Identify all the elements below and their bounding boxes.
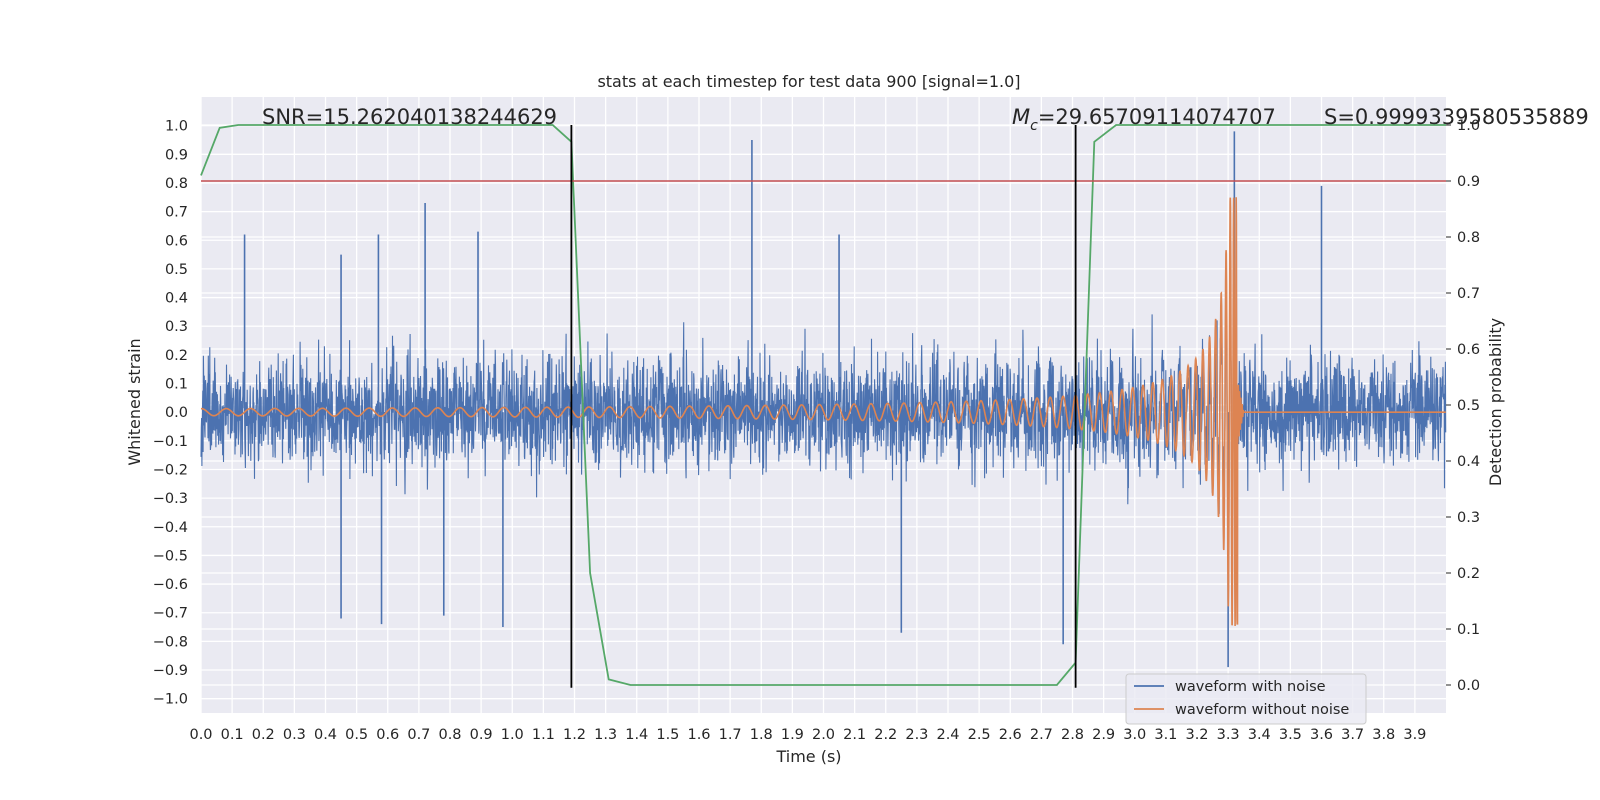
y-tick-label: 0.3 (165, 319, 188, 335)
x-tick-label: 3.5 (1279, 727, 1302, 743)
series-waveform-without-noise (201, 197, 1446, 627)
y-tick-label: 1.0 (165, 119, 188, 135)
y2-tick-label: 0.1 (1457, 622, 1480, 638)
x-tick-label: 3.8 (1372, 727, 1395, 743)
y-tick-label: −0.9 (153, 663, 188, 679)
y-tick-label: 0.0 (165, 405, 188, 421)
x-tick-label: 2.4 (936, 727, 959, 743)
legend-label-noise: waveform with noise (1175, 679, 1326, 695)
x-tick-label: 3.9 (1403, 727, 1426, 743)
x-tick-labels: 0.0 0.1 0.2 0.3 0.4 0.5 0.6 0.7 0.8 0.9 1.0 1.1 1.2 1… (189, 727, 1426, 743)
x-tick-label: 1.6 (687, 727, 710, 743)
y2-tick-label: 0.3 (1457, 510, 1480, 526)
x-tick-label: 3.3 (1217, 727, 1240, 743)
x-tick-label: 2.3 (905, 727, 928, 743)
y-tick-label: −0.6 (153, 577, 188, 593)
x-tick-label: 1.9 (781, 727, 804, 743)
y-tick-label: 0.8 (165, 176, 188, 192)
x-tick-label: 1.2 (563, 727, 586, 743)
y-tick-label: 0.1 (165, 377, 188, 393)
y-tick-label: 0.4 (165, 291, 188, 307)
legend-label-clean: waveform without noise (1175, 702, 1349, 718)
x-tick-label: 3.1 (1154, 727, 1177, 743)
x-tick-label: 2.1 (843, 727, 866, 743)
x-tick-label: 3.6 (1310, 727, 1333, 743)
chirp-mass-subscript: c (1030, 118, 1038, 134)
x-tick-label: 2.5 (968, 727, 991, 743)
s-annotation: S=0.9999339580535889 (1324, 105, 1589, 129)
y-tick-labels: 1.0 0.9 0.8 0.7 0.6 0.5 0.4 0.3 0.2 0.1 0.0 −0.1 −0.… (153, 119, 188, 708)
y2-tick-label: 1.0 (1457, 118, 1480, 134)
vertical-markers (570, 125, 1077, 688)
y-tick-label: −0.3 (153, 491, 188, 507)
x-tick-label: 0.1 (221, 727, 244, 743)
series-detection (200, 124, 1446, 686)
x-tick-label: 0.4 (314, 727, 337, 743)
x-tick-label: 3.0 (1123, 727, 1146, 743)
y2-tick-label: 0.7 (1457, 286, 1480, 302)
y2-tick-label: 0.6 (1457, 342, 1480, 358)
x-tick-label: 0.5 (345, 727, 368, 743)
y-tick-label: 0.6 (165, 233, 188, 249)
y-tick-label: −0.4 (153, 520, 188, 536)
x-tick-label: 0.0 (189, 727, 212, 743)
detection-probability-line (200, 124, 1446, 686)
x-tick-label: 3.7 (1341, 727, 1364, 743)
clean-waveform-line (201, 197, 1446, 627)
x-tick-label: 1.3 (594, 727, 617, 743)
x-tick-label: 2.6 (999, 727, 1022, 743)
x-tick-label: 0.9 (470, 727, 493, 743)
y-tick-label: −0.8 (153, 634, 188, 650)
x-tick-label: 2.2 (874, 727, 897, 743)
x-tick-label: 0.6 (376, 727, 399, 743)
x-tick-label: 1.8 (750, 727, 773, 743)
x-axis-label: Time (s) (775, 747, 841, 766)
y-axis-label: Whitened strain (125, 338, 144, 465)
legend-box (1125, 673, 1367, 725)
y-tick-label: −0.2 (153, 462, 188, 478)
x-tick-label: 2.7 (1030, 727, 1053, 743)
x-tick-label: 1.4 (625, 727, 648, 743)
y2-tick-label: 0.0 (1457, 678, 1480, 694)
y-tick-label: 0.5 (165, 262, 188, 278)
y2-axis-label: Detection probability (1486, 318, 1505, 486)
y-tick-label: −0.5 (153, 548, 188, 564)
x-tick-label: 0.7 (407, 727, 430, 743)
x-tick-label: 2.9 (1092, 727, 1115, 743)
y-tick-label: 0.2 (165, 348, 188, 364)
chirp-mass-value: =29.65709114074707 (1038, 105, 1276, 129)
chirp-mass-symbol: M (1012, 105, 1030, 129)
x-tick-label: 1.0 (501, 727, 524, 743)
x-tick-label: 3.2 (1185, 727, 1208, 743)
y2-tick-label: 0.5 (1457, 398, 1480, 414)
x-tick-label: 2.8 (1061, 727, 1084, 743)
y2-tick-label: 0.9 (1457, 174, 1480, 190)
x-tick-label: 1.7 (719, 727, 742, 743)
chart-title: stats at each timestep for test data 900… (597, 72, 1020, 91)
y-tick-label: 0.9 (165, 147, 188, 163)
y-tick-label: −0.1 (153, 434, 188, 450)
x-tick-label: 1.5 (656, 727, 679, 743)
x-tick-label: 0.3 (283, 727, 306, 743)
x-tick-label: 3.4 (1248, 727, 1271, 743)
y2-tick-label: 0.2 (1457, 566, 1480, 582)
y2-tick-label: 0.4 (1457, 454, 1480, 470)
y-tick-label: −0.7 (153, 606, 188, 622)
x-tick-label: 0.2 (252, 727, 275, 743)
x-tick-label: 1.1 (532, 727, 555, 743)
y-tick-label: 0.7 (165, 205, 188, 221)
y2-tick-label: 0.8 (1457, 230, 1480, 246)
y-tick-label: −1.0 (153, 692, 188, 708)
chirp-mass-annotation: Mc=29.65709114074707 (1012, 105, 1276, 134)
legend: waveform with noise waveform without noi… (1125, 673, 1367, 725)
y2-tick-labels: 1.0 0.9 0.8 0.7 0.6 0.5 0.4 0.3 0.2 0.1 0.0 (1446, 118, 1480, 694)
snr-annotation: SNR=15.262040138244629 (262, 105, 557, 129)
x-tick-label: 2.0 (812, 727, 835, 743)
x-tick-label: 0.8 (438, 727, 461, 743)
